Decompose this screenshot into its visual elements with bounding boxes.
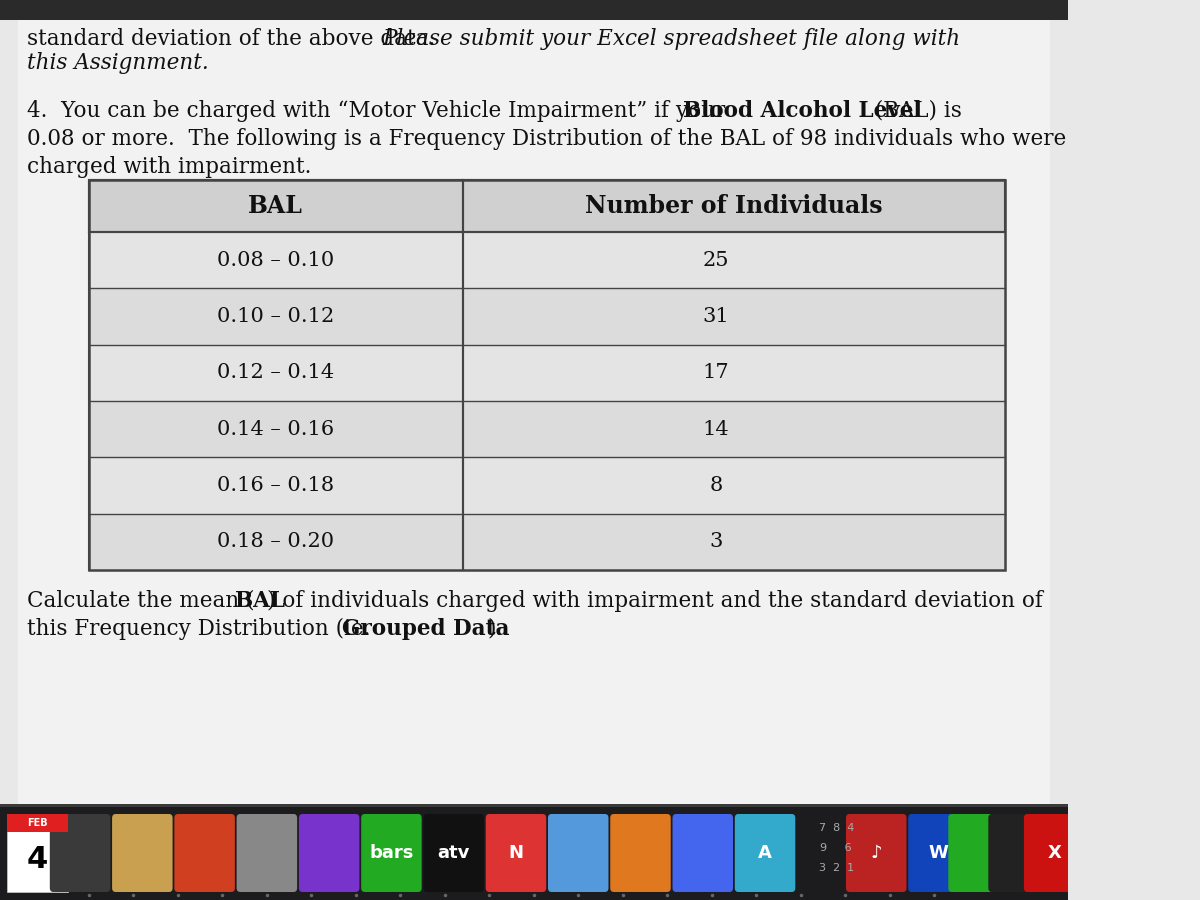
Text: A: A — [758, 844, 772, 862]
Bar — [89, 232, 1006, 288]
FancyBboxPatch shape — [948, 814, 1009, 892]
Bar — [0, 804, 1068, 807]
Bar — [0, 0, 1068, 20]
Text: 31: 31 — [703, 307, 730, 326]
FancyBboxPatch shape — [734, 814, 796, 892]
FancyBboxPatch shape — [908, 814, 968, 892]
Bar — [0, 805, 1068, 900]
FancyBboxPatch shape — [112, 814, 173, 892]
Bar — [18, 20, 1050, 805]
Text: FEB: FEB — [28, 818, 48, 828]
FancyBboxPatch shape — [672, 814, 733, 892]
Text: charged with impairment.: charged with impairment. — [26, 156, 311, 178]
Text: ) of individuals charged with impairment and the standard deviation of: ) of individuals charged with impairment… — [266, 590, 1043, 612]
Bar — [89, 180, 1006, 570]
FancyBboxPatch shape — [486, 814, 546, 892]
Text: ♪: ♪ — [870, 844, 882, 862]
FancyBboxPatch shape — [846, 814, 906, 892]
Bar — [89, 180, 1006, 570]
Text: 3  2  1: 3 2 1 — [818, 863, 853, 873]
Text: standard deviation of the above data.: standard deviation of the above data. — [26, 28, 449, 50]
Text: bars: bars — [370, 844, 414, 862]
Bar — [89, 457, 1006, 514]
FancyBboxPatch shape — [1024, 814, 1085, 892]
Text: 14: 14 — [703, 419, 730, 438]
Text: 4: 4 — [26, 845, 48, 875]
FancyBboxPatch shape — [50, 814, 110, 892]
FancyBboxPatch shape — [989, 814, 1049, 892]
FancyBboxPatch shape — [299, 814, 359, 892]
Text: 4.  You can be charged with “Motor Vehicle Impairment” if your: 4. You can be charged with “Motor Vehicl… — [26, 100, 732, 122]
Text: atv: atv — [438, 844, 470, 862]
Text: Please submit your Excel spreadsheet file along with: Please submit your Excel spreadsheet fil… — [383, 28, 961, 50]
Bar — [89, 345, 1006, 401]
Text: 0.18 – 0.20: 0.18 – 0.20 — [217, 532, 335, 552]
Text: 0.14 – 0.16: 0.14 – 0.16 — [217, 419, 335, 438]
Bar — [89, 514, 1006, 570]
Text: N: N — [509, 844, 523, 862]
Text: 17: 17 — [703, 364, 730, 382]
Bar — [89, 401, 1006, 457]
Text: 9     6: 9 6 — [821, 843, 852, 853]
Text: Calculate the mean (: Calculate the mean ( — [26, 590, 254, 612]
Text: 25: 25 — [703, 251, 730, 270]
Text: BAL: BAL — [235, 590, 284, 612]
Text: Blood Alcohol Level: Blood Alcohol Level — [683, 100, 922, 122]
Text: W: W — [929, 844, 948, 862]
Text: 0.08 – 0.10: 0.08 – 0.10 — [217, 251, 335, 270]
Bar — [7, 814, 67, 832]
Bar — [7, 814, 67, 892]
Text: this Assignment.: this Assignment. — [26, 52, 209, 74]
Bar — [89, 288, 1006, 345]
Text: 0.16 – 0.18: 0.16 – 0.18 — [217, 476, 335, 495]
Text: 3: 3 — [709, 532, 722, 552]
FancyBboxPatch shape — [424, 814, 484, 892]
Text: BAL: BAL — [248, 194, 304, 218]
Text: 0.12 – 0.14: 0.12 – 0.14 — [217, 364, 335, 382]
Text: (BAL) is: (BAL) is — [869, 100, 962, 122]
Text: 7  8  4: 7 8 4 — [818, 823, 854, 833]
FancyBboxPatch shape — [361, 814, 421, 892]
Text: Grouped Data: Grouped Data — [342, 618, 510, 640]
FancyBboxPatch shape — [548, 814, 608, 892]
Text: ).: ). — [487, 618, 503, 640]
Text: this Frequency Distribution (ie.: this Frequency Distribution (ie. — [26, 618, 377, 640]
FancyBboxPatch shape — [174, 814, 235, 892]
Bar — [89, 180, 1006, 232]
Text: Number of Individuals: Number of Individuals — [586, 194, 883, 218]
Text: X: X — [1048, 844, 1061, 862]
FancyBboxPatch shape — [236, 814, 298, 892]
FancyBboxPatch shape — [611, 814, 671, 892]
Text: 0.08 or more.  The following is a Frequency Distribution of the BAL of 98 indivi: 0.08 or more. The following is a Frequen… — [26, 128, 1066, 150]
Text: 8: 8 — [709, 476, 722, 495]
Text: 0.10 – 0.12: 0.10 – 0.12 — [217, 307, 335, 326]
